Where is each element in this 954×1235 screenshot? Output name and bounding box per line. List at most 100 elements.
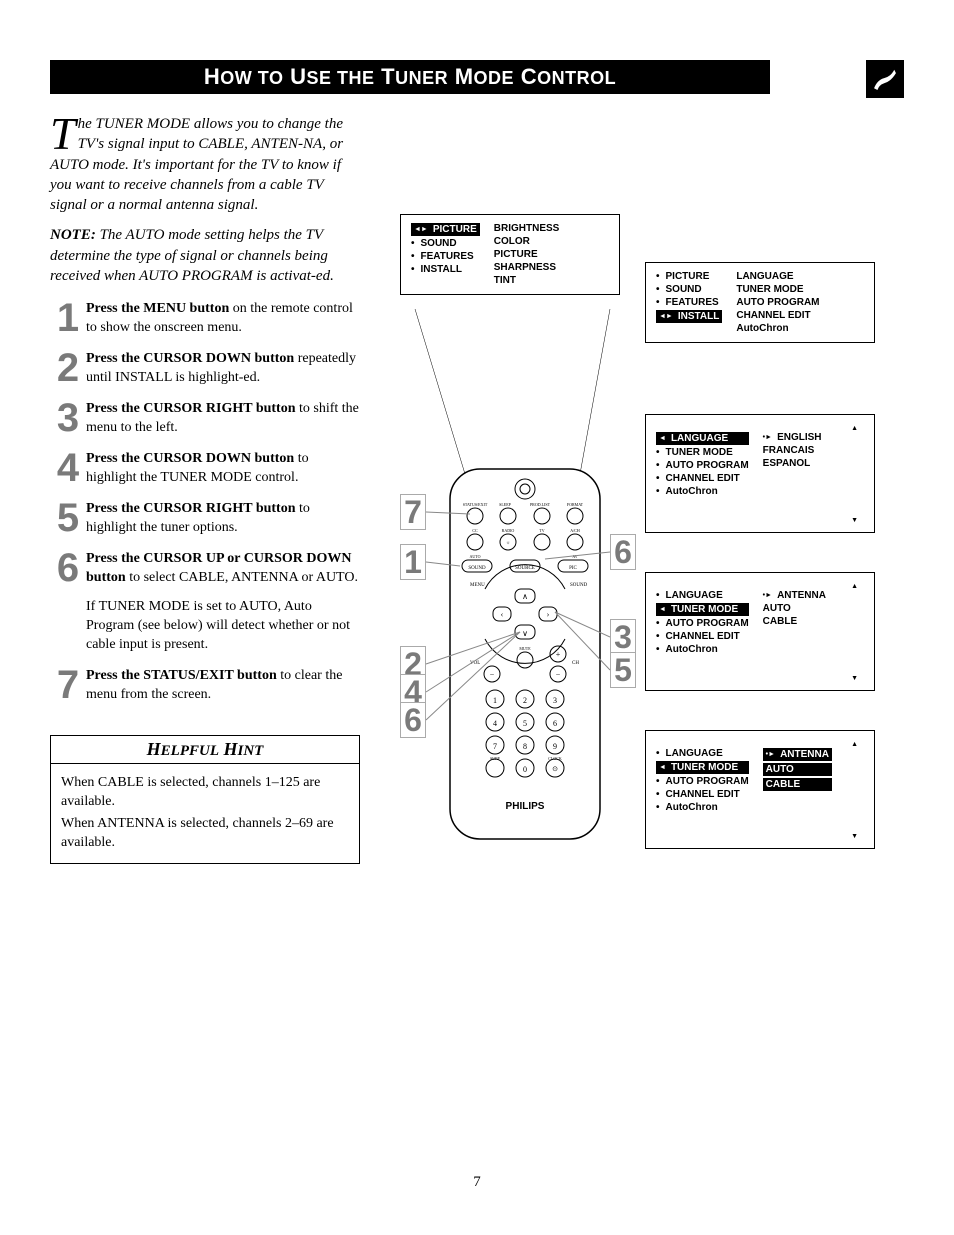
menu-item: •►ANTENNA: [763, 590, 826, 601]
callout-number: 6: [400, 702, 426, 738]
callout-number: 1: [400, 544, 426, 580]
menu-item: •►ENGLISH: [763, 432, 822, 443]
svg-text:A/CH: A/CH: [570, 528, 580, 533]
menu-item: BRIGHTNESS: [494, 223, 560, 234]
page: HOW TO USE THE TUNER MODE CONTROL The TU…: [0, 0, 954, 1211]
step-text: Press the CURSOR RIGHT button to shift t…: [86, 398, 360, 438]
step-number: 4: [50, 448, 86, 488]
step: 6 Press the CURSOR UP or CURSOR DOWN but…: [50, 548, 360, 588]
menu-tuner-select: •LANGUAGE ◄TUNER MODE •AUTO PROGRAM •CHANNE…: [645, 730, 875, 849]
svg-text:+: +: [556, 650, 561, 659]
menu-picture: ◄►PICTURE•SOUND•FEATURES•INSTALL BRIGHTN…: [400, 214, 620, 295]
svg-text:⊙: ⊙: [552, 765, 558, 773]
menu-item: •CHANNEL EDIT: [656, 631, 749, 642]
menu-language: ◄LANGUAGE •TUNER MODE •AUTO PROGRAM •CHANNE…: [645, 414, 875, 533]
menu-item: •FEATURES: [656, 297, 722, 308]
menu-item: CHANNEL EDIT: [736, 310, 819, 321]
step: 4 Press the CURSOR DOWN button to highli…: [50, 448, 360, 488]
svg-text:−: −: [490, 670, 495, 679]
svg-text:CH: CH: [572, 661, 579, 666]
step: 2 Press the CURSOR DOWN button repeatedl…: [50, 348, 360, 388]
note-label: NOTE:: [50, 227, 96, 243]
menu-item: •CHANNEL EDIT: [656, 473, 749, 484]
svg-text:9: 9: [553, 742, 557, 751]
menu-item: •AUTO PROGRAM: [656, 460, 749, 471]
menu-tuner-mode: •LANGUAGE◄TUNER MODE•AUTO PROGRAM•CHANNE…: [645, 572, 875, 691]
step-number: 1: [50, 298, 86, 338]
menu-item: •SOUND: [656, 284, 722, 295]
menu-item: •PICTURE: [656, 271, 722, 282]
menu-item: •►ANTENNA: [763, 748, 832, 761]
intro-text: The TUNER MODE allows you to change the …: [50, 114, 360, 215]
menu-item: •AUTO PROGRAM: [656, 776, 749, 787]
svg-text:∨: ∨: [522, 629, 528, 638]
steps-list: 1 Press the MENU button on the remote co…: [50, 298, 360, 705]
step-text: Press the STATUS/EXIT button to clear th…: [86, 665, 360, 705]
menu-install: •PICTURE •SOUND •FEATURES ◄►INSTALL LANGUAG…: [645, 262, 875, 343]
svg-text:PROD.LIST: PROD.LIST: [530, 502, 551, 507]
callout-number: 7: [400, 494, 426, 530]
step: 7 Press the STATUS/EXIT button to clear …: [50, 665, 360, 705]
menu-item: •LANGUAGE: [656, 590, 749, 601]
content: The TUNER MODE allows you to change the …: [50, 114, 904, 914]
remote-control: STATUS/EXIT SLEEP PROD.LIST FORMAT CC RA…: [440, 464, 610, 844]
callout-number: 6: [610, 534, 636, 570]
step: 5 Press the CURSOR RIGHT button to highl…: [50, 498, 360, 538]
menu-item: TUNER MODE: [736, 284, 819, 295]
svg-text:VOL: VOL: [470, 661, 480, 666]
menu-item: ◄TUNER MODE: [656, 603, 749, 616]
diagram-area: ◄►PICTURE•SOUND•FEATURES•INSTALL BRIGHTN…: [380, 214, 890, 914]
menu-item: ◄►INSTALL: [656, 310, 722, 323]
svg-text:4: 4: [493, 719, 497, 728]
menu-item: COLOR: [494, 236, 560, 247]
step-subtext: If TUNER MODE is set to AUTO, Auto Progr…: [86, 598, 360, 655]
svg-text:7: 7: [493, 742, 497, 751]
menu-item: AUTO PROGRAM: [736, 297, 819, 308]
menu-item: •TUNER MODE: [656, 447, 749, 458]
svg-text:PIC: PIC: [569, 566, 577, 571]
svg-text:RADIO: RADIO: [502, 528, 515, 533]
step-number: 7: [50, 665, 86, 705]
svg-text:CC: CC: [472, 528, 478, 533]
svg-text:6: 6: [553, 719, 557, 728]
svg-text:FORMAT: FORMAT: [567, 502, 584, 507]
intro-body: he TUNER MODE allows you to change the T…: [50, 116, 343, 213]
hint-body: When CABLE is selected, channels 1–125 a…: [51, 764, 359, 864]
svg-text:MUTE: MUTE: [519, 646, 531, 651]
menu-item: ◄LANGUAGE: [656, 432, 749, 445]
svg-text:2: 2: [523, 696, 527, 705]
callout-number: 3: [610, 619, 636, 655]
svg-text:TV: TV: [539, 528, 544, 533]
menu-item: CABLE: [763, 778, 832, 791]
menu-item: •LANGUAGE: [656, 748, 749, 759]
menu-item: ◄TUNER MODE: [656, 761, 749, 774]
svg-text:3: 3: [553, 696, 557, 705]
callout-number: 5: [610, 652, 636, 688]
right-column: ◄►PICTURE•SOUND•FEATURES•INSTALL BRIGHTN…: [380, 114, 904, 914]
hint-line: When CABLE is selected, channels 1–125 a…: [61, 774, 349, 812]
svg-text:MENU: MENU: [470, 583, 485, 588]
step-text: Press the CURSOR RIGHT button to highlig…: [86, 498, 360, 538]
menu-item: AUTO: [763, 603, 826, 614]
menu-item: LANGUAGE: [736, 271, 819, 282]
menu-item: •AutoChron: [656, 644, 749, 655]
svg-text:1: 1: [493, 696, 497, 705]
note-text: NOTE: The AUTO mode setting helps the TV…: [50, 225, 360, 286]
menu-item: FRANCAIS: [763, 445, 822, 456]
svg-text:0: 0: [523, 765, 527, 774]
step-text: Press the CURSOR DOWN button repeatedly …: [86, 348, 360, 388]
menu-item: AutoChron: [736, 323, 819, 334]
svg-text:›: ›: [547, 610, 550, 619]
menu-item: •AutoChron: [656, 802, 749, 813]
svg-text:‹: ‹: [501, 610, 504, 619]
svg-text:SOUND: SOUND: [468, 566, 486, 571]
svg-text:−: −: [556, 670, 561, 679]
page-number: 7: [50, 1174, 904, 1191]
menu-item: •CHANNEL EDIT: [656, 789, 749, 800]
svg-text:AUTO: AUTO: [469, 554, 480, 559]
step-text: Press the CURSOR UP or CURSOR DOWN butto…: [86, 548, 360, 588]
svg-text:STATUS/EXIT: STATUS/EXIT: [463, 502, 488, 507]
menu-item: •FEATURES: [411, 251, 480, 262]
menu-item: ◄►PICTURE: [411, 223, 480, 236]
step-text: Press the MENU button on the remote cont…: [86, 298, 360, 338]
